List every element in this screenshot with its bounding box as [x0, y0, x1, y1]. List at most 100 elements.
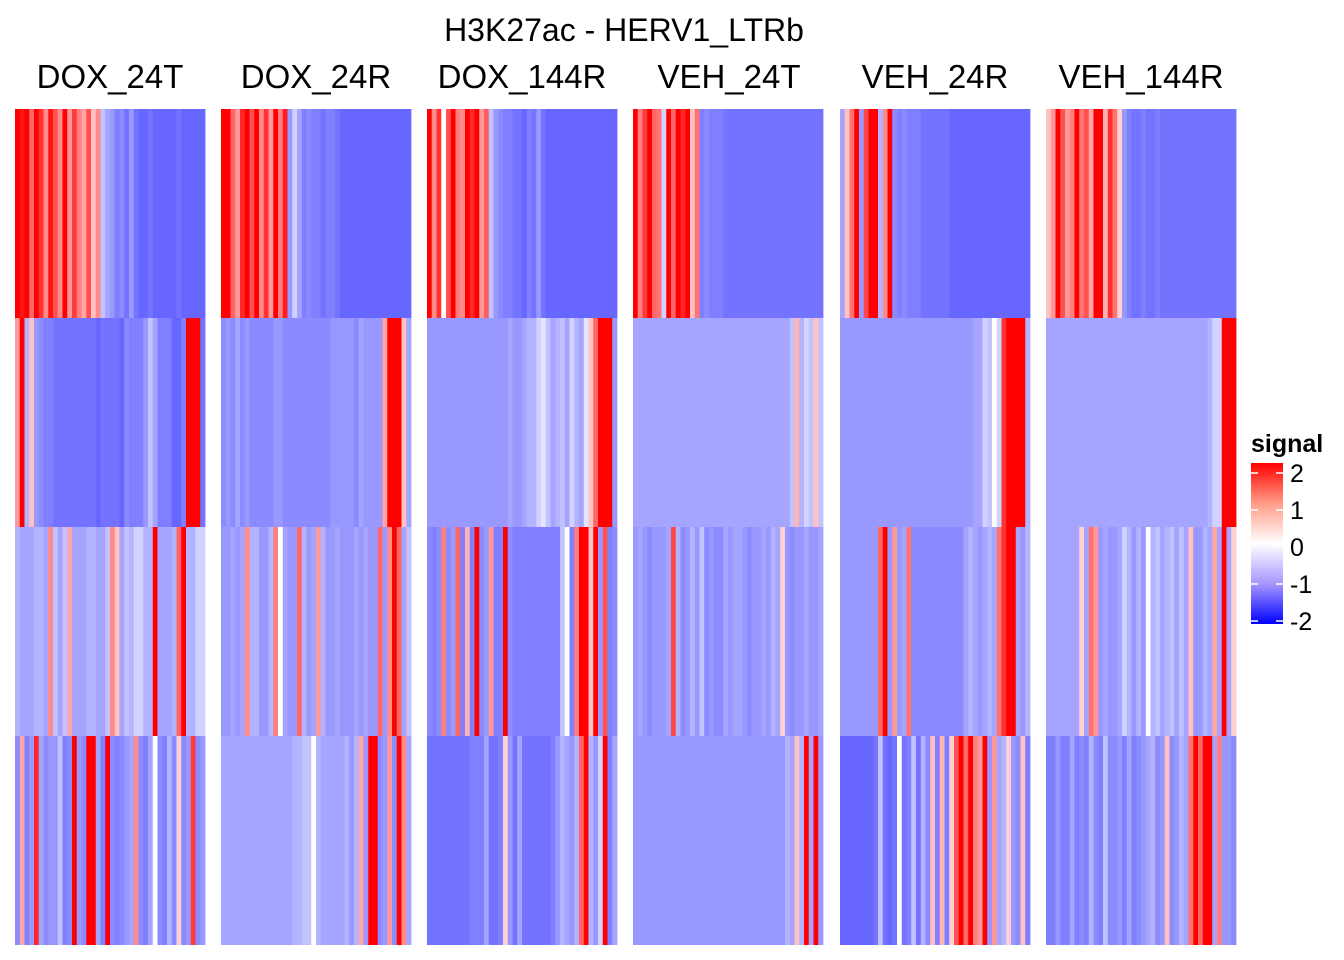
heatmap-cell	[152, 736, 158, 945]
heatmap-cell	[19, 109, 25, 318]
heatmap-cell	[675, 527, 681, 736]
heatmap-cell	[1126, 318, 1132, 527]
legend-tick-label: -2	[1290, 608, 1312, 636]
heatmap-cell	[1055, 109, 1061, 318]
heatmap-cell	[469, 318, 475, 527]
heatmap-cell	[1183, 527, 1189, 736]
heatmap-cell	[531, 736, 537, 945]
heatmap-cell	[1055, 736, 1061, 945]
heatmap-cell	[1131, 736, 1137, 945]
heatmap-cell	[19, 736, 25, 945]
heatmap-cell	[873, 527, 879, 736]
heatmap-cell	[579, 736, 585, 945]
heatmap-cell	[840, 109, 846, 318]
heatmap-cell	[143, 109, 149, 318]
heatmap-cell	[699, 318, 705, 527]
heatmap-cell	[320, 527, 326, 736]
heatmap-cell	[460, 318, 466, 527]
heatmap-cell	[268, 527, 274, 736]
heatmap-cell	[541, 527, 547, 736]
heatmap-cell	[569, 109, 575, 318]
heatmap-cell	[1020, 318, 1026, 527]
heatmap-cell	[100, 736, 106, 945]
heatmap-cell	[15, 109, 21, 318]
heatmap-cell	[1050, 318, 1056, 527]
heatmap-cell	[86, 736, 92, 945]
heatmap-cell	[81, 527, 87, 736]
heatmap-cell	[661, 736, 667, 945]
heatmap-cell	[148, 736, 154, 945]
heatmap-cell	[368, 109, 374, 318]
heatmap-cell	[770, 527, 776, 736]
heatmap-cell	[460, 109, 466, 318]
heatmap-cell	[1107, 736, 1113, 945]
heatmap-cell	[840, 527, 846, 736]
heatmap-cell	[230, 109, 236, 318]
heatmap-cell	[162, 109, 168, 318]
heatmap-cell	[704, 318, 710, 527]
heatmap-cell	[259, 109, 265, 318]
heatmap-cell	[190, 527, 196, 736]
heatmap-cell	[176, 318, 182, 527]
heatmap-cell	[656, 318, 662, 527]
heatmap-cell	[76, 736, 82, 945]
heatmap-cell	[91, 318, 97, 527]
heatmap-cell	[1207, 527, 1213, 736]
legend-ticks	[1251, 472, 1283, 622]
heatmap-cell	[1231, 109, 1237, 318]
heatmap-cell	[53, 736, 59, 945]
heatmap-cell	[789, 318, 795, 527]
chart-title: H3K27ac - HERV1_LTRb	[444, 12, 804, 48]
heatmap-cell	[110, 318, 116, 527]
heatmap-cell	[225, 318, 231, 527]
heatmap-cell	[944, 318, 950, 527]
heatmap-cell	[996, 736, 1002, 945]
heatmap-cell	[598, 109, 604, 318]
heatmap-cell	[550, 527, 556, 736]
heatmap-cell	[406, 318, 412, 527]
heatmap-cell	[897, 109, 903, 318]
heatmap-cell	[925, 736, 931, 945]
heatmap-cell	[34, 527, 40, 736]
heatmap-cell	[450, 736, 456, 945]
heatmap-cell	[320, 736, 326, 945]
heatmap-cell	[756, 736, 762, 945]
heatmap-cell	[1141, 527, 1147, 736]
heatmap-cell	[450, 318, 456, 527]
heatmap-cell	[34, 109, 40, 318]
heatmap-cell	[944, 109, 950, 318]
heatmap-cell	[34, 318, 40, 527]
heatmap-cell	[916, 736, 922, 945]
heatmap-cell	[555, 527, 561, 736]
heatmap-cell	[1079, 109, 1085, 318]
heatmap-cell	[647, 318, 653, 527]
heatmap-cell	[930, 736, 936, 945]
heatmap-cell	[469, 109, 475, 318]
heatmap-cell	[363, 109, 369, 318]
heatmap-cell	[230, 318, 236, 527]
heatmap-cell	[72, 736, 78, 945]
heatmap-cell	[1174, 318, 1180, 527]
heatmap-cell	[526, 109, 532, 318]
heatmap-cell	[925, 109, 931, 318]
heatmap-cell	[157, 109, 163, 318]
heatmap-cell	[583, 527, 589, 736]
heatmap-cell	[167, 527, 173, 736]
heatmap-cell	[794, 109, 800, 318]
heatmap-cell	[536, 109, 542, 318]
heatmap-cell	[306, 318, 312, 527]
heatmap-cell	[67, 318, 73, 527]
heatmap-cell	[200, 318, 206, 527]
column-label: VEH_144R	[1058, 58, 1223, 95]
heatmap-cell	[254, 109, 260, 318]
heatmap-cell	[278, 318, 284, 527]
heatmap-cell	[29, 527, 35, 736]
heatmap-cell	[647, 527, 653, 736]
heatmap-cell	[859, 736, 865, 945]
heatmap-cell	[358, 527, 364, 736]
heatmap-cell	[114, 736, 120, 945]
heatmap-cell	[1160, 109, 1166, 318]
heatmap-cell	[181, 318, 187, 527]
heatmap-cell	[747, 527, 753, 736]
heatmap-cell	[1217, 318, 1223, 527]
